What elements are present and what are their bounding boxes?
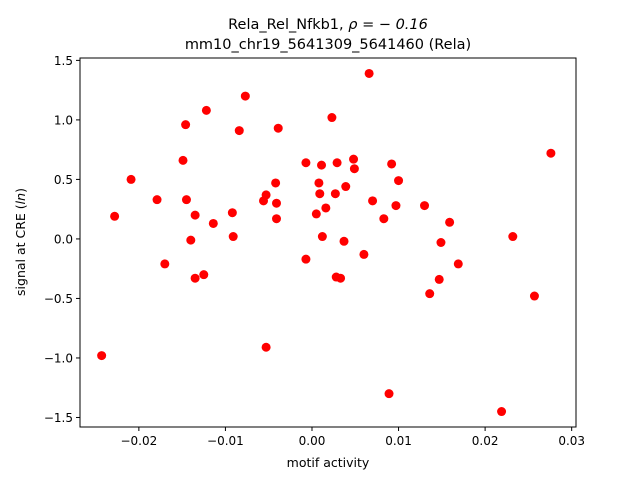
data-point-51 (425, 289, 435, 299)
x-tick-label-5: 0.03 (558, 434, 585, 448)
x-axis-ticks: −0.02 −0.01 0.00 0.01 0.02 0.03 (120, 427, 585, 448)
data-point-15 (228, 232, 238, 242)
data-point-34 (330, 189, 340, 199)
data-point-29 (315, 189, 325, 199)
data-point-0 (97, 351, 107, 361)
data-point-54 (445, 217, 455, 227)
y-tick-label-6: 1.5 (54, 54, 73, 68)
data-point-16 (234, 126, 244, 136)
data-point-13 (208, 218, 218, 228)
data-point-26 (301, 254, 311, 264)
data-point-11 (199, 270, 209, 280)
y-tick-label-1: −1.0 (44, 351, 73, 365)
y-tick-label-4: 0.5 (54, 173, 73, 187)
data-point-39 (341, 182, 351, 192)
data-point-43 (364, 68, 374, 78)
data-point-44 (368, 196, 378, 206)
data-point-1 (110, 211, 120, 221)
data-point-19 (261, 190, 271, 200)
y-axis-ticks: −1.5 −1.0 −0.5 0.0 0.5 1.0 1.5 (44, 54, 80, 425)
data-point-17 (240, 91, 250, 101)
data-point-12 (201, 105, 211, 115)
y-tick-label-2: −0.5 (44, 292, 73, 306)
data-point-47 (387, 159, 397, 169)
data-point-33 (327, 113, 337, 123)
data-point-40 (349, 154, 359, 164)
x-tick-label-4: 0.02 (472, 434, 499, 448)
data-point-5 (178, 155, 188, 165)
data-point-42 (359, 249, 369, 259)
x-tick-label-2: 0.00 (299, 434, 326, 448)
data-point-58 (529, 291, 539, 301)
data-point-25 (301, 158, 311, 168)
data-point-9 (190, 210, 200, 220)
data-point-8 (186, 235, 196, 245)
data-point-36 (332, 158, 342, 168)
data-point-21 (271, 178, 281, 188)
x-tick-label-3: 0.01 (385, 434, 412, 448)
data-point-2 (126, 174, 136, 184)
data-point-48 (391, 201, 401, 211)
data-point-57 (508, 232, 518, 242)
y-axis-label: signal at CRE (ln) (13, 188, 28, 296)
y-tick-label-0: −1.5 (44, 411, 73, 425)
data-point-3 (152, 195, 162, 205)
data-point-14 (227, 208, 237, 218)
plot-area-frame (79, 57, 577, 428)
chart-title-line2: mm10_chr19_5641309_5641460 (Rela) (185, 37, 471, 53)
x-tick-label-0: −0.02 (120, 434, 157, 448)
data-point-30 (317, 160, 327, 170)
scatter-points (97, 68, 556, 417)
data-point-53 (436, 238, 446, 247)
data-point-10 (190, 273, 200, 283)
data-point-37 (336, 273, 346, 283)
data-point-32 (321, 203, 331, 213)
data-point-52 (434, 274, 444, 284)
data-point-38 (339, 236, 349, 246)
data-point-28 (314, 178, 324, 188)
y-tick-label-5: 1.0 (54, 113, 73, 127)
data-point-59 (546, 148, 556, 158)
x-tick-label-1: −0.01 (207, 434, 244, 448)
data-point-46 (384, 389, 394, 399)
data-point-23 (272, 214, 281, 224)
data-point-55 (453, 259, 463, 269)
data-point-45 (379, 214, 389, 224)
data-point-6 (181, 120, 191, 130)
data-point-20 (261, 342, 271, 352)
data-point-41 (349, 164, 359, 174)
data-point-24 (273, 123, 283, 133)
chart-title-line1: Rela_Rel_Nfkb1, ρ = − 0.16 (228, 17, 428, 33)
data-point-31 (317, 232, 327, 242)
data-point-7 (181, 195, 191, 205)
data-point-50 (420, 201, 430, 211)
x-axis-label: motif activity (287, 455, 370, 470)
data-point-22 (272, 198, 281, 208)
y-tick-label-3: 0.0 (54, 232, 73, 246)
data-point-49 (394, 176, 404, 186)
data-point-27 (311, 209, 321, 219)
data-point-56 (497, 407, 507, 417)
data-point-4 (160, 259, 170, 269)
